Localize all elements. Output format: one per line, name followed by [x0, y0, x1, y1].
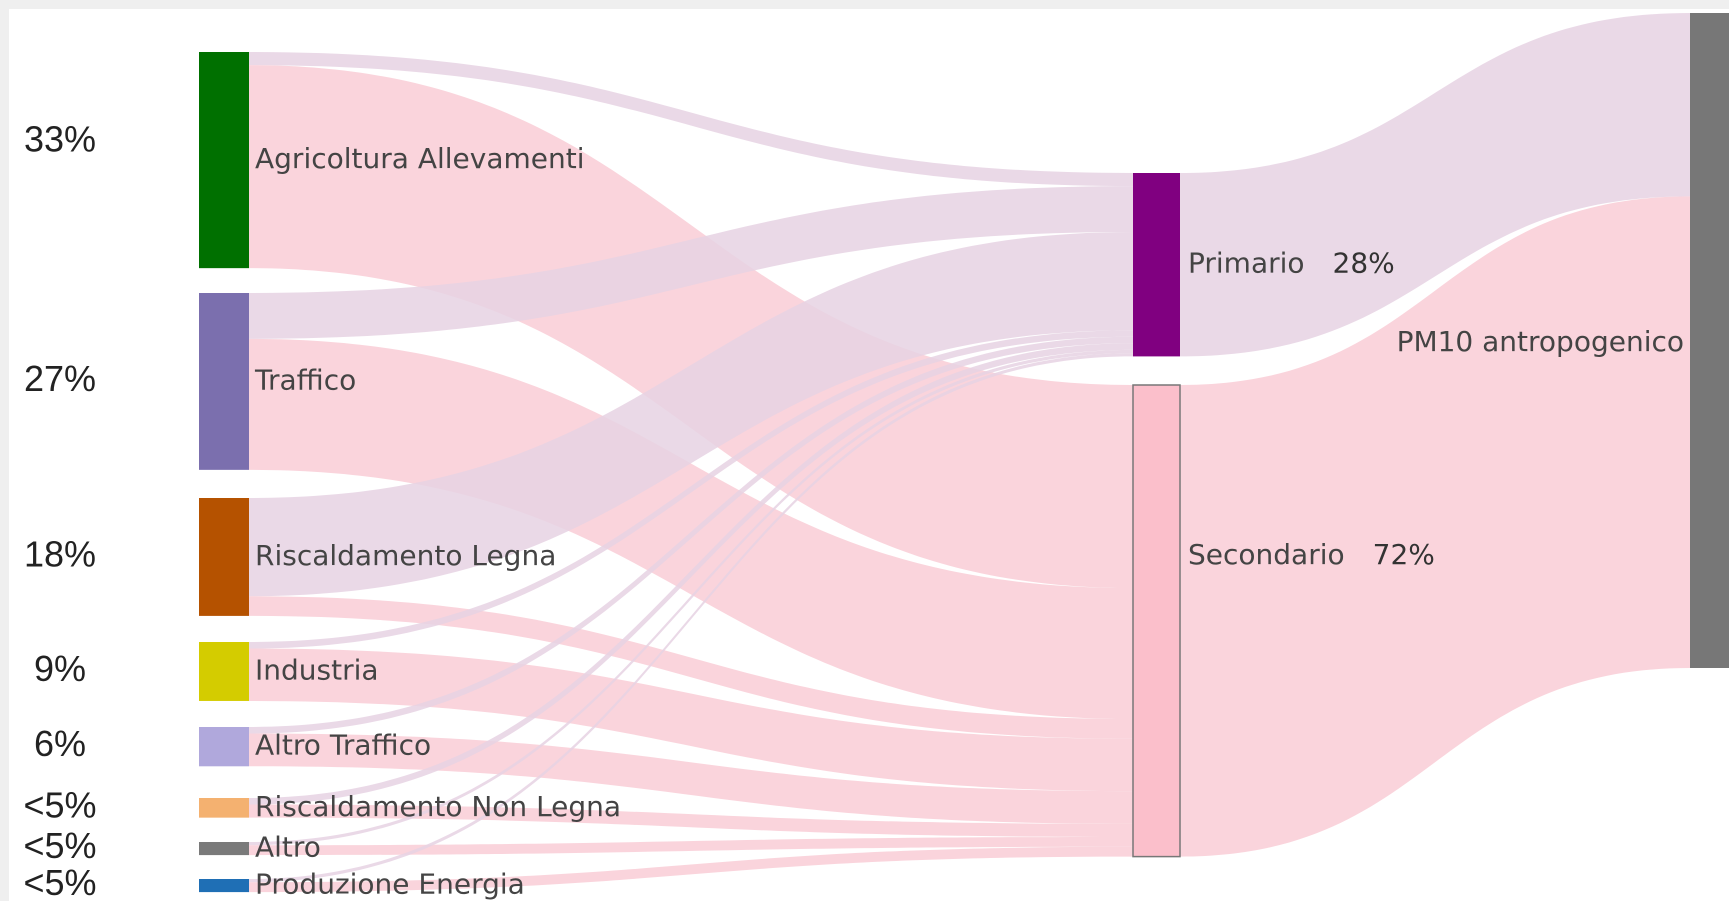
link	[249, 65, 1133, 589]
node	[199, 798, 249, 818]
node	[1690, 13, 1729, 668]
node	[1132, 384, 1181, 858]
node-value-label: <5%	[23, 784, 96, 825]
link	[249, 353, 1133, 883]
node-label: Riscaldamento Non Legna	[255, 790, 621, 823]
node	[199, 842, 249, 856]
link	[249, 846, 1133, 893]
node-value-label: 9%	[34, 648, 86, 689]
node-value-label: 28%	[1333, 247, 1395, 280]
node	[199, 293, 249, 470]
node-value-label: <5%	[23, 825, 96, 866]
link	[249, 336, 1133, 734]
node	[199, 52, 249, 269]
node	[199, 498, 249, 616]
link	[249, 186, 1133, 339]
node-value-label: 72%	[1373, 538, 1435, 571]
link	[249, 349, 1133, 846]
node-label: Traffico	[254, 363, 356, 396]
link	[249, 231, 1133, 597]
link	[249, 338, 1133, 720]
node-value-label: 27%	[24, 358, 96, 399]
node	[1133, 173, 1180, 357]
node-label: Primario	[1188, 247, 1305, 280]
link	[249, 52, 1133, 187]
node-label: Altro Traffico	[255, 729, 431, 762]
node	[199, 879, 249, 893]
node-label: Riscaldamento Legna	[255, 539, 556, 572]
node	[199, 642, 249, 701]
link	[1180, 196, 1690, 857]
node-label: Industria	[255, 653, 379, 686]
node-value-label: <5%	[23, 862, 96, 901]
node-value-label: 33%	[24, 119, 96, 160]
node	[199, 727, 249, 767]
node-value-label: 18%	[24, 533, 96, 574]
link	[249, 343, 1133, 805]
nodes: Agricoltura Allevamenti 33% Traffico 27% Ris…	[23, 13, 1729, 901]
link	[1180, 13, 1690, 357]
link	[249, 596, 1133, 739]
node-label: PM10 antropogenico	[1397, 325, 1684, 358]
link	[249, 804, 1133, 837]
node-value-label: 6%	[34, 723, 86, 764]
node-label: Secondario	[1188, 538, 1345, 571]
link	[249, 330, 1133, 649]
node-label: Produzione Energia	[255, 868, 525, 901]
link	[249, 648, 1133, 792]
node-label: Agricoltura Allevamenti	[255, 142, 585, 175]
links	[249, 13, 1690, 893]
node-label: Altro	[255, 831, 321, 864]
link	[249, 836, 1133, 856]
